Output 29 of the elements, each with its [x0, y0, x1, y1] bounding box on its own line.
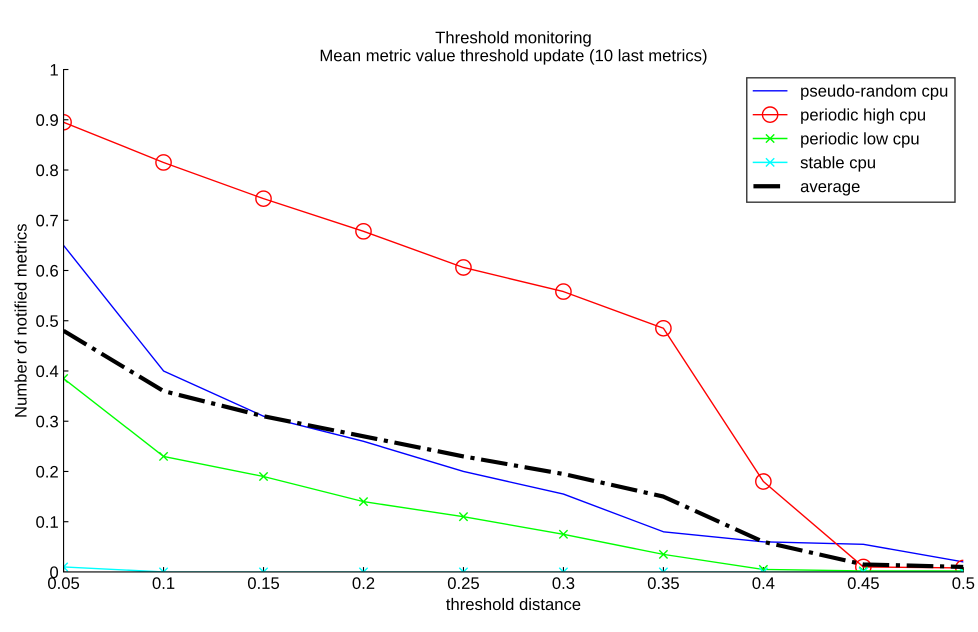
- x-tick-label: 0.05: [48, 577, 80, 590]
- y-tick-label: 1: [50, 64, 58, 76]
- x-tick-label: 0.45: [848, 577, 879, 590]
- legend-label: periodic low cpu: [801, 132, 918, 148]
- y-tick-label: 0.1: [36, 516, 58, 528]
- y-axis-title: Number of notified metrics: [14, 224, 27, 417]
- y-tick-label: 0.8: [36, 164, 58, 176]
- x-tick-label: 0.35: [648, 577, 679, 590]
- legend-label: stable cpu: [800, 156, 875, 172]
- chart-title: Threshold monitoring Mean metric value threshold update (10 last metrics): [320, 31, 706, 65]
- legend-label: average: [800, 183, 860, 196]
- y-tick-label: 0.5: [36, 315, 58, 327]
- y-tick-label: 0.2: [36, 466, 58, 478]
- y-tick-label: 0.4: [36, 365, 58, 378]
- x-tick-label: 0.25: [448, 577, 479, 590]
- y-tick-label: 0.9: [36, 114, 58, 126]
- y-tick-label: 0.6: [36, 264, 58, 277]
- y-tick-label: 0.7: [36, 214, 58, 226]
- x-tick-label: 0.2: [352, 577, 374, 590]
- y-tick-label: 0: [50, 566, 58, 578]
- y-tick-label: 0.3: [36, 416, 58, 428]
- legend-label: periodic high cpu: [801, 108, 925, 124]
- x-tick-label: 0.5: [952, 577, 974, 590]
- x-axis-title: threshold distance: [446, 598, 580, 610]
- x-tick-label: 0.15: [248, 577, 280, 590]
- x-tick-label: 0.3: [552, 577, 574, 590]
- x-tick-label: 0.4: [752, 577, 774, 590]
- legend-label: pseudo-random cpu: [801, 84, 948, 100]
- x-tick-label: 0.1: [152, 577, 174, 590]
